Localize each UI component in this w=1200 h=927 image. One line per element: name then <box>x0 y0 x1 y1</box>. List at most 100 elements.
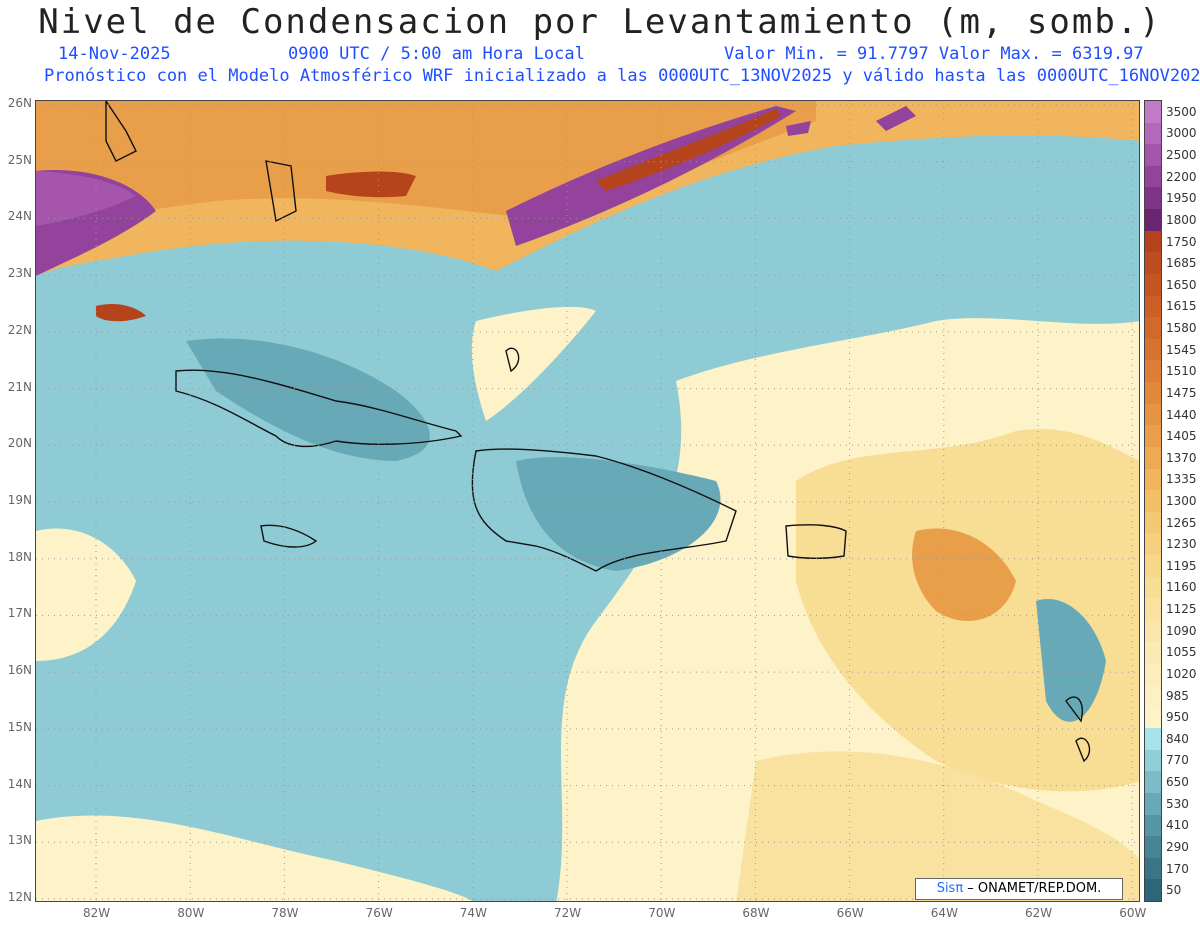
legend-swatch <box>1145 101 1161 124</box>
legend-label: 1580 <box>1166 321 1197 336</box>
legend-swatch <box>1145 663 1161 686</box>
legend-swatch <box>1145 792 1161 815</box>
legend-swatch <box>1145 187 1161 210</box>
lat-label: 18N <box>7 549 32 564</box>
legend-swatch <box>1145 295 1161 318</box>
legend-label: 1545 <box>1166 342 1197 357</box>
legend-label: 1125 <box>1166 602 1197 617</box>
legend-swatch <box>1145 533 1161 556</box>
legend-swatch <box>1145 555 1161 578</box>
legend-label: 1650 <box>1166 277 1197 292</box>
lat-label: 15N <box>7 719 32 734</box>
legend-label: 1230 <box>1166 537 1197 552</box>
lon-label: 82W <box>83 906 111 920</box>
legend-label: 3000 <box>1166 126 1197 141</box>
legend-swatch <box>1145 338 1161 361</box>
legend-swatch <box>1145 490 1161 513</box>
legend-swatch <box>1145 144 1161 167</box>
forecast-date: 14-Nov-2025 <box>58 44 171 64</box>
legend-label: 770 <box>1166 753 1189 768</box>
legend-label: 840 <box>1166 731 1189 746</box>
lon-label: 78W <box>271 906 299 920</box>
legend-label: 530 <box>1166 796 1189 811</box>
legend-swatch <box>1145 641 1161 664</box>
legend-swatch <box>1145 619 1161 643</box>
lat-label: 14N <box>7 776 32 791</box>
legend-swatch <box>1145 749 1161 772</box>
legend-swatch <box>1145 879 1161 902</box>
legend-swatch <box>1145 598 1161 621</box>
legend-label: 1475 <box>1166 385 1197 400</box>
legend-label: 1440 <box>1166 407 1197 422</box>
lat-label: 21N <box>7 379 32 394</box>
legend-label: 2500 <box>1166 148 1197 163</box>
legend-swatch <box>1145 836 1161 859</box>
legend-swatch <box>1145 230 1161 253</box>
legend-swatch <box>1145 360 1161 383</box>
legend-label: 1195 <box>1166 558 1197 573</box>
forecast-time: 0900 UTC / 5:00 am Hora Local <box>288 44 585 64</box>
legend-swatch <box>1145 814 1161 837</box>
map-title: Nivel de Condensacion por Levantamiento … <box>38 2 1162 42</box>
legend-label: 1090 <box>1166 623 1197 638</box>
lcl-field <box>36 101 1139 901</box>
legend-swatch <box>1145 706 1161 729</box>
legend-swatch <box>1145 317 1161 340</box>
legend-swatch <box>1145 728 1161 751</box>
legend-label: 2200 <box>1166 169 1197 184</box>
lon-label: 66W <box>836 906 864 920</box>
legend-label: 1300 <box>1166 494 1197 508</box>
credit-box: Sisπ – ONAMET/REP.DOM. <box>915 878 1123 900</box>
lon-label: 70W <box>648 906 676 920</box>
lat-label: 13N <box>7 833 32 848</box>
legend-label: 1020 <box>1166 666 1197 681</box>
legend-label: 1405 <box>1166 429 1197 444</box>
legend-label: 1510 <box>1166 364 1197 379</box>
lon-label: 80W <box>177 906 205 920</box>
legend-label: 1750 <box>1166 234 1197 249</box>
lat-label: 17N <box>7 606 32 621</box>
min-max-values: Valor Min. = 91.7797 Valor Max. = 6319.9… <box>724 44 1144 64</box>
legend-label: 1055 <box>1166 645 1197 660</box>
legend-swatch <box>1145 771 1161 794</box>
legend-swatch <box>1145 122 1161 145</box>
lon-label: 76W <box>365 906 393 920</box>
lat-label: 20N <box>7 436 32 451</box>
legend-label: 985 <box>1166 688 1189 703</box>
legend-label: 1265 <box>1166 515 1197 530</box>
legend-label: 1950 <box>1166 191 1197 206</box>
lat-label: 25N <box>7 152 32 167</box>
lat-label: 19N <box>7 493 32 507</box>
lon-label: 74W <box>459 906 487 920</box>
legend-swatch <box>1145 403 1161 426</box>
lat-label: 22N <box>7 322 32 337</box>
lon-label: 62W <box>1025 906 1053 920</box>
legend-swatch <box>1145 209 1161 232</box>
legend-label: 290 <box>1166 839 1189 854</box>
lat-label: 16N <box>7 663 32 678</box>
legend-label: 650 <box>1166 775 1189 790</box>
lat-label: 26N <box>7 96 32 110</box>
legend-label: 1335 <box>1166 472 1197 487</box>
model-info: Pronóstico con el Modelo Atmosférico WRF… <box>44 66 1200 86</box>
legend-swatch <box>1145 857 1161 880</box>
legend-swatch <box>1145 446 1161 470</box>
color-legend <box>1144 100 1162 902</box>
legend-label: 3500 <box>1166 104 1197 119</box>
legend-label: 1160 <box>1166 580 1197 595</box>
legend-swatch <box>1145 425 1161 448</box>
lon-label: 72W <box>554 906 582 920</box>
legend-label: 170 <box>1166 861 1189 876</box>
legend-label: 410 <box>1166 818 1189 833</box>
lat-label: 24N <box>7 209 32 224</box>
legend-swatch <box>1145 273 1161 297</box>
legend-swatch <box>1145 511 1161 534</box>
credit-text: – ONAMET/REP.DOM. <box>963 881 1102 896</box>
legend-swatch <box>1145 576 1161 599</box>
lon-label: 60W <box>1119 906 1147 920</box>
legend-label: 1370 <box>1166 450 1197 465</box>
map-panel <box>35 100 1140 902</box>
lat-label: 12N <box>7 890 32 904</box>
legend-label: 1685 <box>1166 256 1197 271</box>
legend-label: 50 <box>1166 883 1182 898</box>
